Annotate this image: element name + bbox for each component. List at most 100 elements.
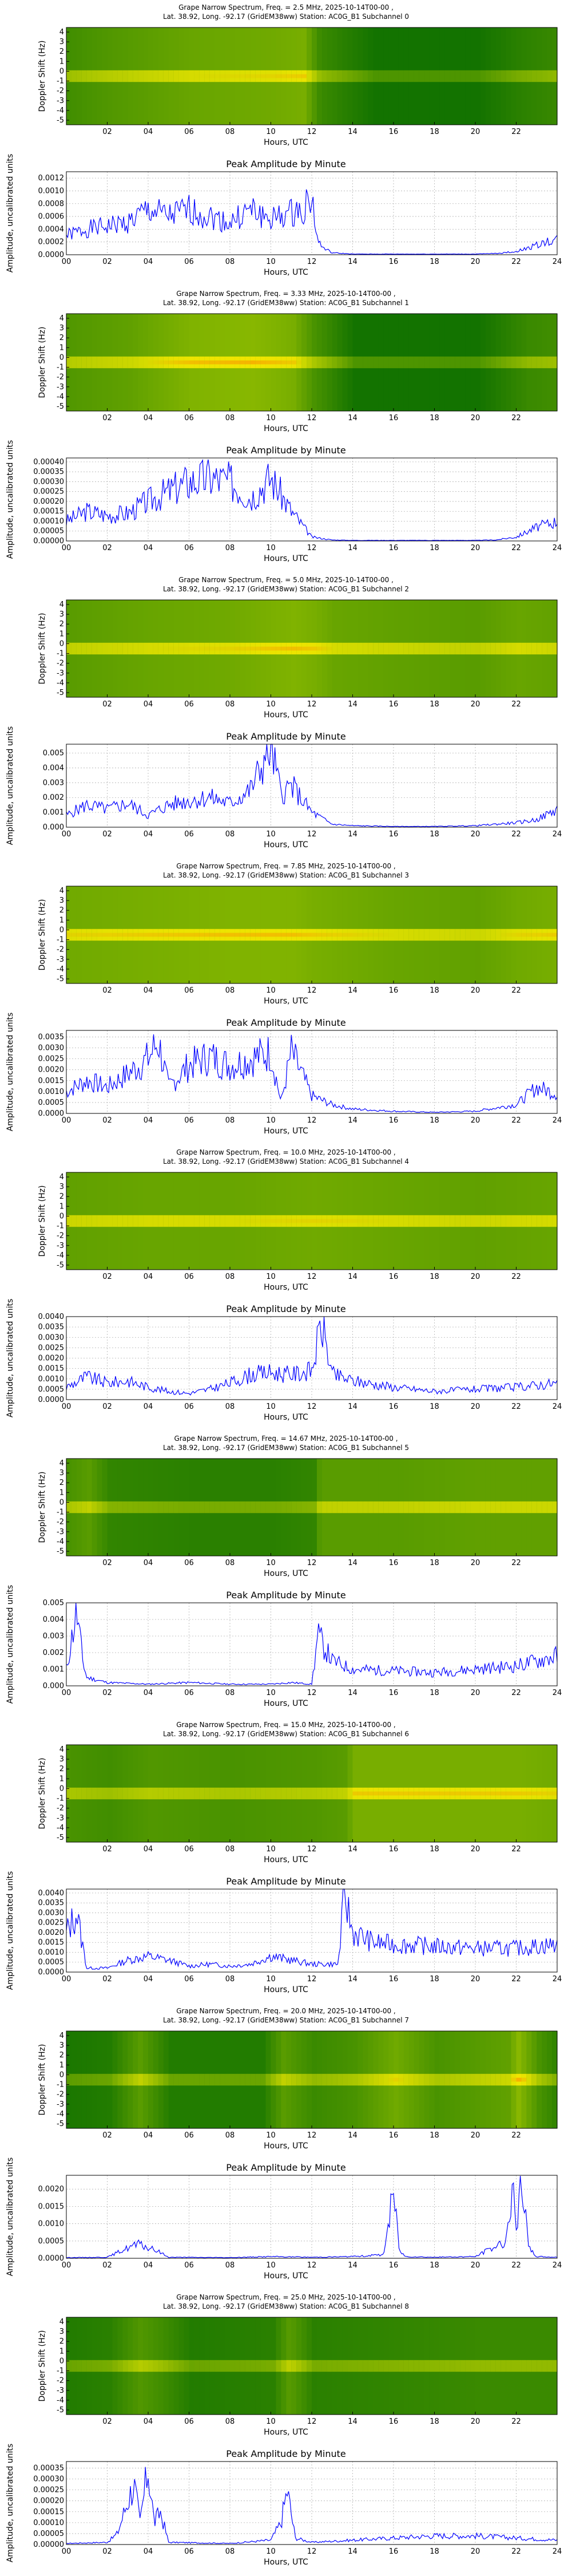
spectrogram-column — [92, 2317, 98, 2415]
spectrogram-band — [168, 356, 174, 369]
y-tick-label: 0.00020 — [33, 2497, 64, 2506]
y-tick-label: -3 — [57, 669, 64, 678]
x-tick-label: 00 — [62, 1116, 72, 1125]
spectrogram-band — [281, 642, 287, 655]
spectrogram-column — [81, 2031, 88, 2128]
spectrogram-band — [102, 1501, 108, 1514]
y-axis-label: Doppler Shift (Hz) — [38, 2330, 47, 2402]
spectrogram-peak — [250, 933, 256, 937]
spectrogram-band — [475, 2360, 481, 2372]
spectrogram-band — [403, 2073, 410, 2086]
spectrogram-band — [128, 2073, 133, 2086]
spectrogram-column — [394, 27, 399, 125]
x-tick-label: 04 — [144, 1402, 153, 1411]
x-tick-label: 20 — [471, 2417, 480, 2426]
spectrogram-column — [414, 27, 420, 125]
spectrogram-band — [490, 2073, 496, 2086]
spectrogram-band — [337, 2360, 343, 2372]
y-tick-label: 0.00000 — [33, 2541, 64, 2549]
spectrogram-band — [245, 1215, 251, 1227]
spectrogram-band — [394, 929, 399, 941]
spectrogram-column — [455, 314, 460, 411]
spectrogram-band — [547, 70, 553, 82]
spectrogram-band — [485, 642, 491, 655]
spectrogram-band — [225, 2360, 231, 2372]
y-tick-label: 0.00040 — [33, 458, 64, 467]
spectrogram-band — [312, 1215, 317, 1227]
spectrogram-band — [506, 1787, 512, 1800]
spectrogram-column — [204, 2317, 210, 2415]
spectrogram-band — [455, 642, 460, 655]
spectrogram-column — [352, 27, 359, 125]
spectrogram-band — [470, 642, 476, 655]
spectrogram-band — [71, 2360, 77, 2372]
spectrogram-band — [455, 1501, 460, 1514]
spectrogram-peak — [265, 1219, 272, 1223]
amplitude-frame — [66, 2175, 558, 2259]
y-tick-label: 0.00035 — [33, 468, 64, 476]
spectrogram-band — [537, 2360, 542, 2372]
spectrogram-peak — [184, 360, 190, 365]
y-tick-label: 0.0035 — [38, 1323, 65, 1332]
y-axis-label: Doppler Shift (Hz) — [38, 1186, 47, 1257]
spectrogram-band — [316, 1787, 323, 1800]
spectrogram-band — [128, 1501, 133, 1514]
x-tick-label: 14 — [348, 1975, 357, 1984]
amplitude-title: Peak Amplitude by Minute — [226, 2448, 346, 2459]
spectrogram-panel: Grape Narrow Spectrum, Freq. = 10.0 MHz,… — [38, 1148, 558, 1292]
y-tick-label: 0.005 — [43, 749, 64, 758]
spectrogram-peak — [178, 360, 185, 365]
spectrogram-band — [327, 929, 333, 941]
spectrogram-band — [327, 70, 333, 82]
spectrogram-band — [342, 1501, 348, 1514]
spectrogram-peak — [199, 74, 205, 78]
amplitude-panel: Peak Amplitude by Minute0.0000.0010.0020… — [6, 726, 562, 850]
x-axis-label: Hours, UTC — [264, 1413, 308, 1422]
spectrogram-band — [158, 1787, 164, 1800]
y-tick-label: 0.00000 — [33, 537, 64, 546]
y-tick-label: 0.0015 — [38, 2202, 65, 2211]
spectrogram-peak — [342, 933, 348, 937]
spectrogram-band — [347, 929, 353, 941]
spectrogram-band — [542, 1501, 547, 1514]
y-tick-label: 0.00010 — [33, 517, 64, 526]
spectrogram-band — [291, 929, 297, 941]
y-tick-label: 0.0012 — [38, 174, 65, 183]
y-tick-label: 0.001 — [43, 1665, 64, 1674]
spectrogram-band — [388, 356, 394, 369]
spectrogram-band — [240, 1215, 246, 1227]
y-tick-label: 0.0000 — [38, 1396, 65, 1404]
spectrogram-band — [388, 929, 394, 941]
y-tick-label: -3 — [57, 1528, 64, 1536]
spectrogram-band — [383, 1501, 389, 1514]
spectrogram-band — [230, 2073, 236, 2086]
spectrogram-band — [465, 70, 471, 82]
spectrogram-band — [480, 642, 486, 655]
spectrogram-peak — [516, 933, 522, 937]
spectrogram-band — [352, 2360, 359, 2372]
spectrogram-peak — [220, 74, 225, 78]
spectrogram-band — [173, 2360, 180, 2372]
x-tick-label: 10 — [266, 2261, 276, 2270]
spectrogram-band — [316, 70, 323, 82]
y-tick-label: 0.0025 — [38, 1344, 65, 1352]
spectrogram-column — [460, 314, 466, 411]
spectrogram-peak — [271, 74, 277, 78]
spectrogram-band — [419, 2073, 425, 2086]
y-axis-label: Amplitude, uncalibrated units — [6, 1585, 15, 1704]
spectrogram-peak — [92, 933, 98, 937]
spectrogram-peak — [357, 933, 363, 937]
spectrogram-band — [547, 2073, 553, 2086]
x-tick-label: 20 — [471, 2261, 480, 2270]
spectrogram-column — [107, 2031, 113, 2128]
spectrogram-band — [352, 929, 359, 941]
x-tick-label: 04 — [144, 414, 153, 422]
spectrogram-band — [485, 1215, 491, 1227]
spectrogram-band — [235, 1501, 241, 1514]
spectrogram-band — [531, 2073, 537, 2086]
spectrogram-band — [286, 1787, 292, 1800]
spectrogram-band — [199, 70, 205, 82]
spectrogram-peak — [312, 933, 317, 937]
spectrogram-column — [66, 2031, 72, 2128]
spectrogram-band — [470, 2073, 476, 2086]
